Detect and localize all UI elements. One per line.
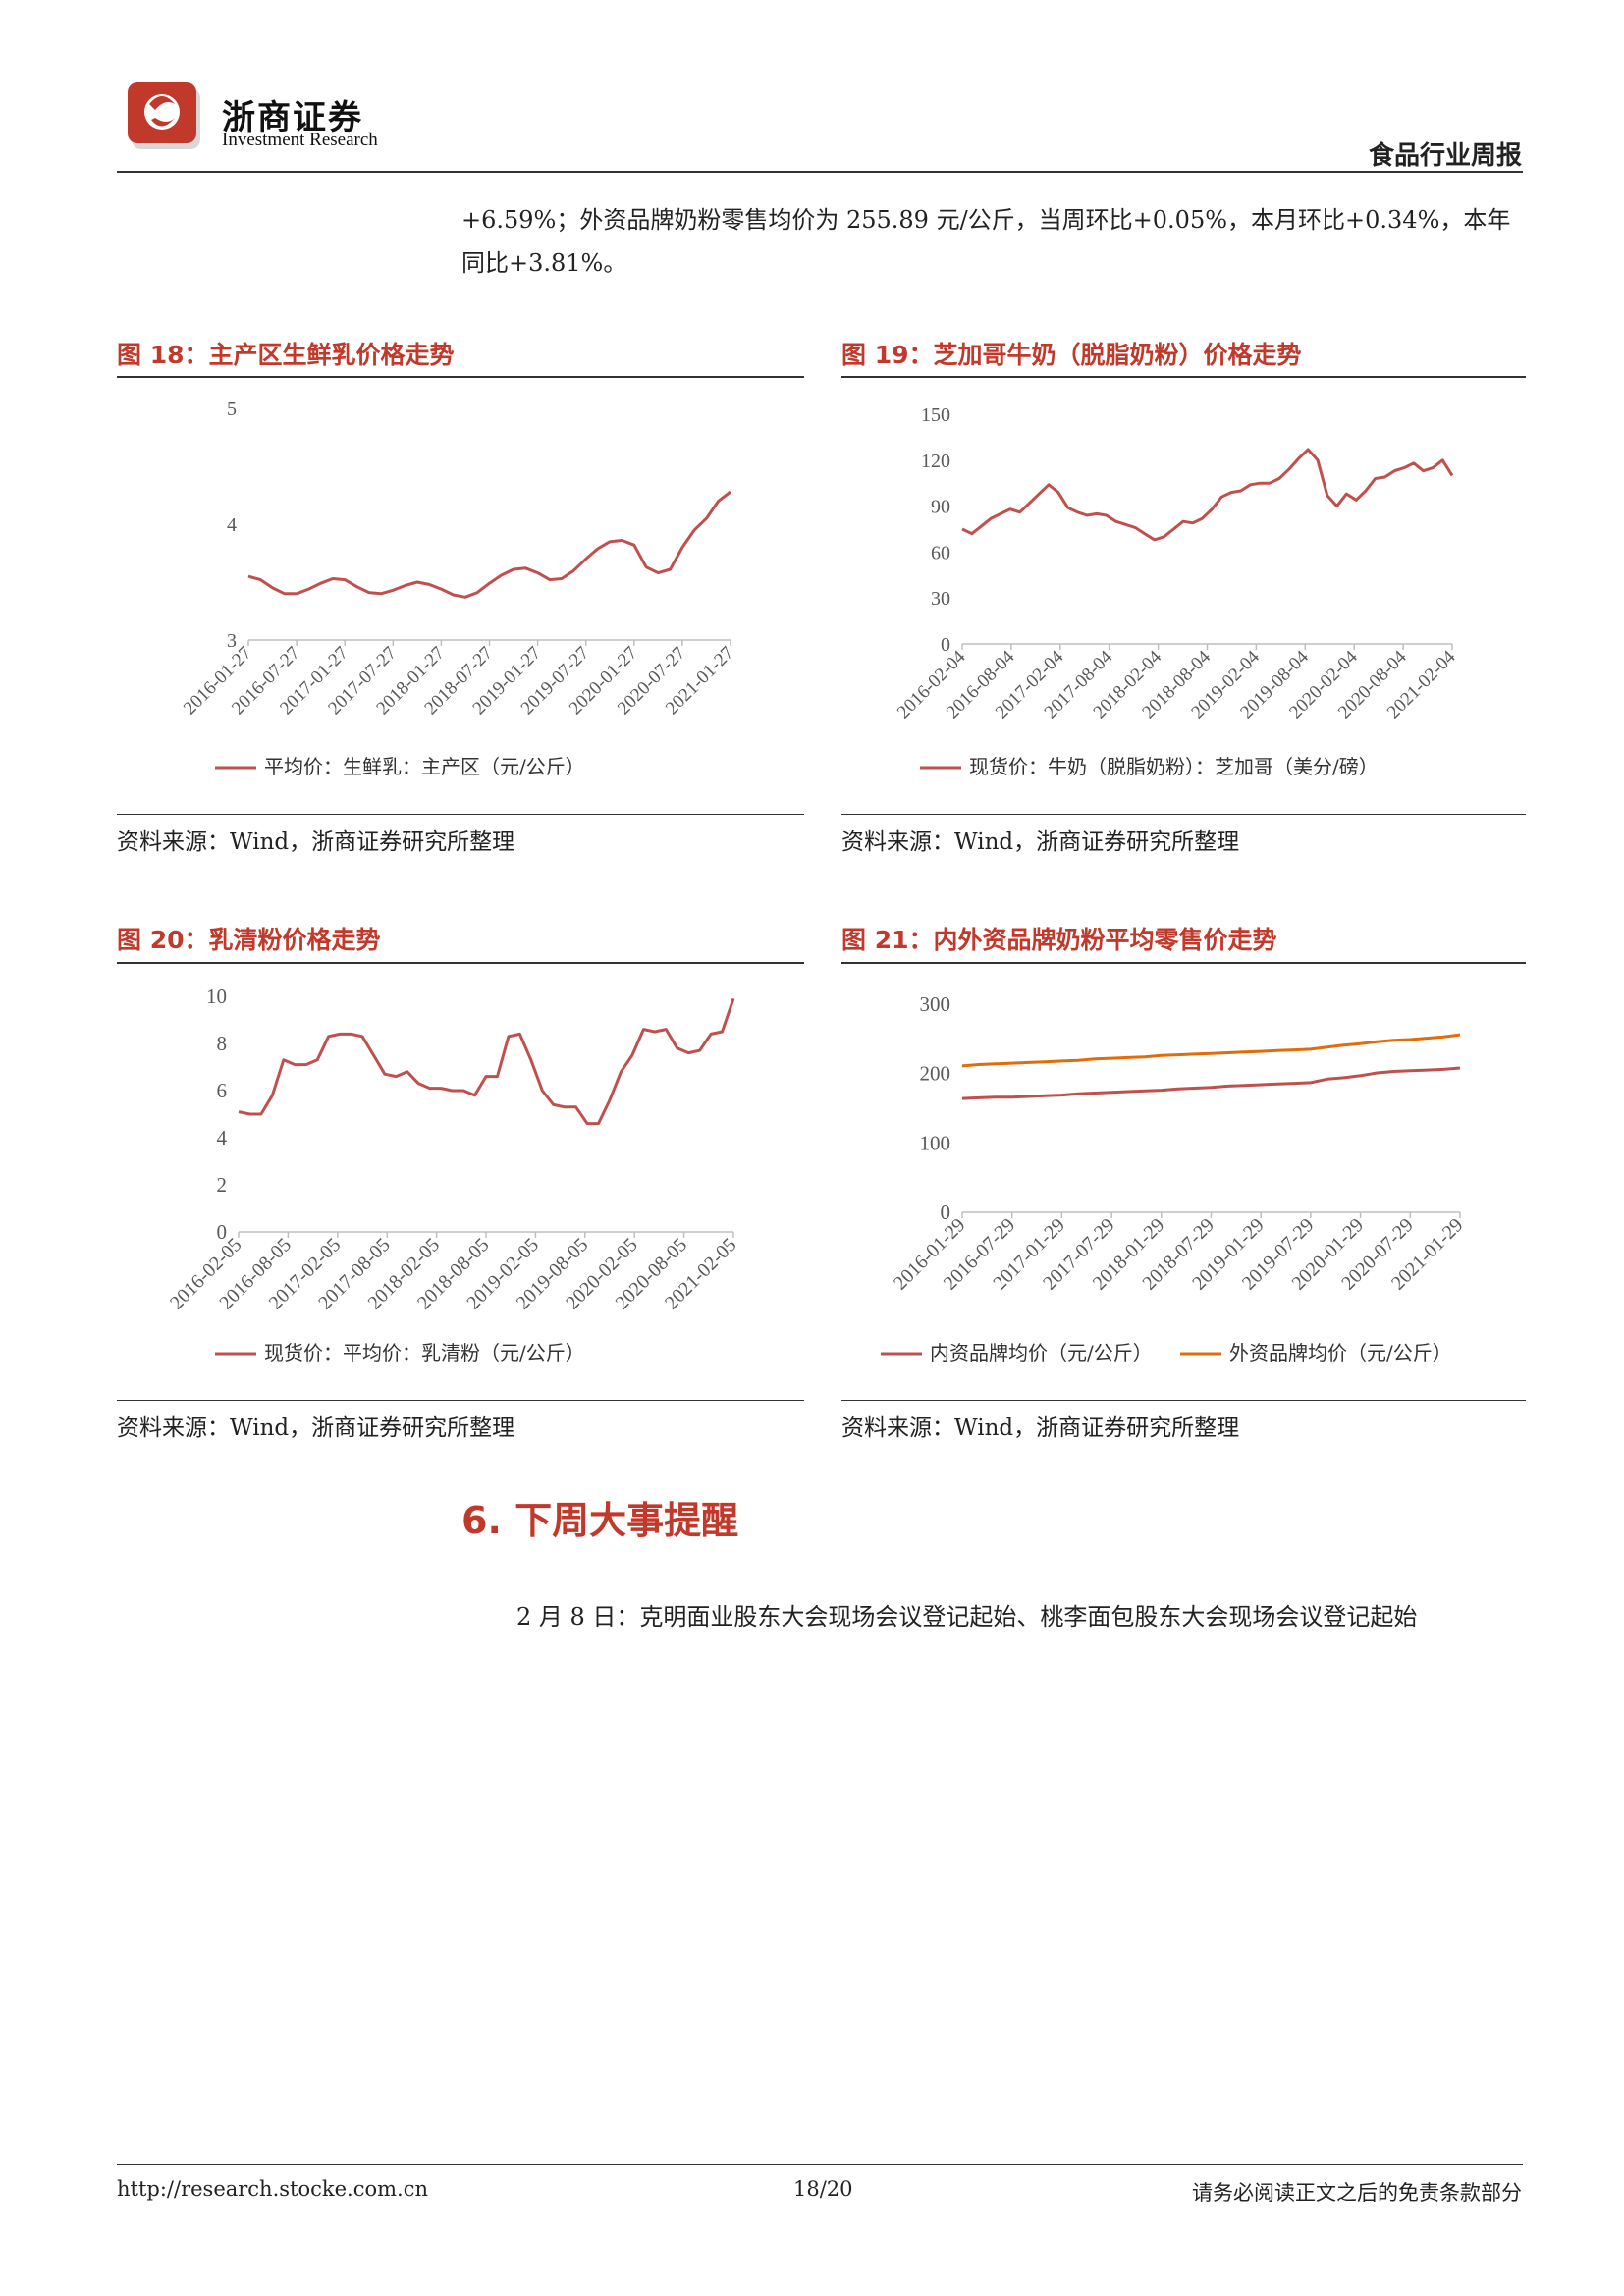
figure-18-title: 图 18：主产区生鲜乳价格走势 [117, 341, 455, 369]
figure-20-source-rule [117, 1400, 804, 1401]
company-name-en: Investment Research [222, 130, 378, 150]
figure-20-chart: 10864202016-02-052016-08-052017-02-05201… [166, 985, 741, 1364]
figure-20-title: 图 20：乳清粉价格走势 [117, 926, 381, 954]
figure-21-source: 资料来源：Wind，浙商证券研究所整理 [841, 1415, 1240, 1441]
figure-21-source-rule [841, 1400, 1526, 1401]
legend-label: 现货价：牛奶（脱脂奶粉）：芝加哥（美分/磅） [969, 755, 1379, 778]
series-line-1 [238, 997, 735, 1126]
figure-18-chart: 5432016-01-272016-07-272017-01-272017-07… [180, 399, 738, 778]
y-tick-label: 90 [931, 497, 950, 518]
series-line-1 [961, 448, 1454, 542]
y-tick-label: 300 [920, 992, 951, 1016]
figure-18-source-rule [117, 814, 804, 815]
y-tick-label: 6 [217, 1079, 228, 1102]
company-logo-icon [128, 82, 200, 149]
legend-label: 外资品牌均价（元/公斤） [1229, 1341, 1452, 1364]
legend-label: 内资品牌均价（元/公斤） [930, 1341, 1153, 1364]
section-title: 6. 下周大事提醒 [461, 1499, 739, 1542]
footer-page-number: 18/20 [793, 2177, 853, 2201]
y-tick-label: 0 [941, 1201, 951, 1224]
figure-21-chart: 30020010002016-01-292016-07-292017-01-29… [881, 992, 1468, 1364]
y-tick-label: 0 [217, 1220, 228, 1244]
footer-rule [117, 2164, 1523, 2165]
y-tick-label: 0 [941, 634, 950, 656]
figure-18-source: 资料来源：Wind，浙商证券研究所整理 [117, 829, 515, 855]
intro-paragraph: +6.59%；外资品牌奶粉零售均价为 255.89 元/公斤，当周环比+0.05… [461, 206, 1511, 277]
footer-disclaimer: 请务必阅读正文之后的免责条款部分 [1192, 2181, 1522, 2205]
figure-20-source: 资料来源：Wind，浙商证券研究所整理 [117, 1415, 515, 1441]
y-tick-label: 100 [920, 1131, 951, 1154]
legend-label: 平均价：生鲜乳：主产区（元/公斤） [264, 755, 585, 778]
figure-19-title: 图 19：芝加哥牛奶（脱脂奶粉）价格走势 [841, 341, 1302, 369]
y-tick-label: 120 [921, 451, 950, 472]
y-tick-label: 2 [217, 1173, 228, 1197]
y-tick-label: 5 [227, 399, 237, 420]
figure-21-title: 图 21：内外资品牌奶粉平均零售价走势 [841, 926, 1277, 954]
figure-19-chart: 15012090603002016-02-042016-08-042017-02… [893, 404, 1460, 778]
y-tick-label: 60 [931, 542, 950, 563]
figure-20-title-rule [117, 962, 804, 964]
figure-19-source: 资料来源：Wind，浙商证券研究所整理 [841, 829, 1240, 855]
figure-19-title-rule [841, 376, 1526, 378]
figure-21-title-rule [841, 962, 1526, 964]
footer-url: http://research.stocke.com.cn [117, 2177, 428, 2201]
y-tick-label: 150 [921, 404, 950, 426]
y-tick-label: 10 [206, 985, 227, 1008]
y-tick-label: 3 [227, 630, 237, 652]
event-item: 2 月 8 日：克明面业股东大会现场会议登记起始、桃李面包股东大会现场会议登记起… [516, 1603, 1418, 1630]
y-tick-label: 4 [227, 514, 237, 536]
y-tick-label: 200 [920, 1062, 951, 1086]
series-line-2 [961, 1033, 1461, 1068]
y-tick-label: 30 [931, 588, 950, 610]
y-tick-label: 4 [217, 1126, 228, 1149]
header-rule [117, 171, 1523, 173]
company-name-cn: 浙商证券 [222, 98, 363, 137]
figure-19-source-rule [841, 814, 1526, 815]
legend-label: 现货价：平均价：乳清粉（元/公斤） [264, 1341, 585, 1364]
y-tick-label: 8 [217, 1032, 228, 1055]
series-line-1 [961, 1066, 1461, 1100]
report-type: 食品行业周报 [1368, 141, 1522, 171]
figure-18-title-rule [117, 376, 804, 378]
series-line-1 [247, 490, 731, 599]
